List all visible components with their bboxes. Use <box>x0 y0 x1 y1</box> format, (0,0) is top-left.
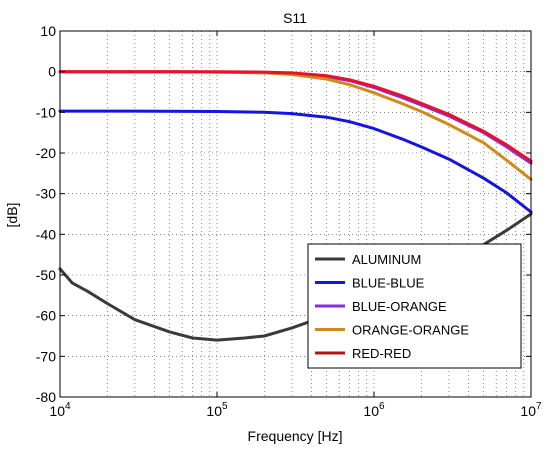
x-tick-label: 105 <box>206 401 228 419</box>
axes-frame <box>59 30 532 398</box>
legend-label-aluminum: ALUMINUM <box>352 252 421 267</box>
x-tick-label: 107 <box>520 401 542 419</box>
y-tick-label: -50 <box>36 267 56 283</box>
legend-label-blue-blue: BLUE-BLUE <box>352 276 425 291</box>
series-lines <box>58 70 533 342</box>
y-tick-label: -10 <box>36 104 56 120</box>
series-line-blue-blue <box>58 109 533 214</box>
legend-label-blue-orange: BLUE-ORANGE <box>352 299 447 314</box>
y-tick-label: 10 <box>40 23 56 39</box>
x-axis-label: Frequency [Hz] <box>248 428 343 444</box>
y-axis-label: [dB] <box>4 203 20 228</box>
chart-title: S11 <box>283 10 307 26</box>
series-line-red-red <box>58 70 533 163</box>
legend-label-orange-orange: ORANGE-ORANGE <box>352 323 469 338</box>
legend-label-red-red: RED-RED <box>352 346 411 361</box>
legend: ALUMINUM BLUE-BLUE BLUE-ORANGE ORANGE-ORANG… <box>307 243 522 369</box>
plot-frame <box>59 30 532 398</box>
y-tick-label: -40 <box>36 226 56 242</box>
x-tick-label: 106 <box>363 401 385 419</box>
y-tick-label: 0 <box>48 64 56 80</box>
y-tick-label: -70 <box>36 348 56 364</box>
x-tick-labels: 104 105 106 107 <box>49 401 542 419</box>
y-tick-label: -30 <box>36 186 56 202</box>
y-tick-label: -80 <box>36 389 56 405</box>
y-tick-label: -20 <box>36 145 56 161</box>
y-tick-labels: 10 0 -10 -20 -30 -40 -50 -60 -70 -80 <box>36 23 56 405</box>
y-tick-label: -60 <box>36 308 56 324</box>
x-tick-label: 104 <box>49 401 71 419</box>
